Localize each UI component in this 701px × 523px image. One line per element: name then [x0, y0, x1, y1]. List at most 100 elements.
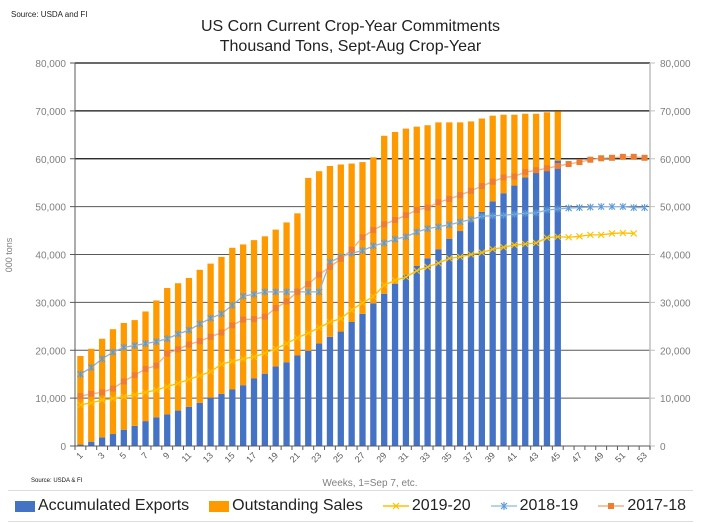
bar-accumulated-exports [261, 373, 269, 446]
bar-accumulated-exports [164, 414, 171, 446]
point-2017-18 [131, 372, 138, 379]
x-tick-label: 25 [331, 450, 345, 464]
x-tick-label: 27 [353, 450, 367, 464]
x-tick-label: 47 [570, 450, 584, 464]
point-2018-19 [380, 239, 388, 247]
point-2018-19 [413, 228, 421, 236]
point-2017-18 [630, 153, 637, 160]
bar-outstanding-sales [511, 114, 518, 186]
point-2018-19 [424, 225, 431, 233]
bar-outstanding-sales [240, 244, 247, 386]
point-2017-18 [598, 155, 605, 162]
legend-label: Accumulated Exports [37, 497, 190, 514]
point-2019-20 [576, 232, 583, 240]
bar-accumulated-exports [185, 406, 193, 446]
point-2019-20 [272, 345, 280, 353]
point-2018-19 [521, 209, 529, 217]
y2-tick-label: 20,000 [660, 346, 691, 357]
bar-outstanding-sales [543, 112, 551, 171]
point-2019-20 [510, 241, 518, 249]
point-2018-19 [250, 290, 258, 298]
point-2019-20 [120, 393, 128, 401]
y-tick-label: 0 [60, 442, 66, 453]
point-2019-20 [543, 234, 551, 242]
point-2019-20 [500, 243, 507, 251]
point-2018-19 [304, 288, 312, 296]
point-2019-20 [196, 372, 204, 380]
point-2019-20 [424, 263, 431, 271]
point-2019-20 [359, 299, 366, 307]
point-2019-20 [185, 376, 193, 383]
point-2017-18 [207, 333, 214, 340]
bar-outstanding-sales [305, 177, 312, 351]
bar-outstanding-sales [391, 131, 399, 284]
y2-tick-label: 40,000 [660, 251, 691, 262]
bar-outstanding-sales [456, 122, 464, 232]
y-tick-label: 60,000 [35, 155, 66, 166]
bar-accumulated-exports [131, 425, 138, 446]
bar-outstanding-sales [532, 113, 540, 173]
bar-outstanding-sales [326, 165, 334, 337]
point-2018-19 [554, 205, 562, 213]
bar-accumulated-exports [359, 313, 366, 446]
bar-accumulated-exports [283, 362, 290, 446]
bar-outstanding-sales [98, 338, 106, 438]
x-tick-label: 29 [374, 450, 388, 464]
point-2018-19 [597, 203, 605, 211]
point-2018-19 [261, 288, 269, 296]
point-2018-19 [163, 335, 171, 343]
x-tick-label: 23 [309, 450, 323, 464]
point-2017-18 [251, 316, 258, 323]
y-tick-label: 20,000 [35, 346, 66, 357]
point-2018-19 [228, 301, 236, 309]
point-2018-19 [467, 216, 475, 224]
point-2017-18 [467, 187, 474, 194]
point-2017-18 [272, 305, 279, 312]
bar-accumulated-exports [446, 238, 453, 446]
point-2017-18 [337, 255, 344, 262]
point-2017-18 [88, 390, 95, 397]
point-2019-20 [456, 253, 464, 261]
point-2019-20 [207, 368, 215, 376]
point-2017-18 [153, 362, 160, 369]
point-2019-20 [228, 357, 236, 365]
bar-outstanding-sales [381, 135, 388, 294]
x-axis-label: Weeks, 1=Sep 7, etc. [322, 478, 418, 489]
point-2018-19 [532, 209, 540, 217]
bar-outstanding-sales [500, 114, 507, 194]
bar-accumulated-exports [240, 385, 247, 446]
point-2017-18 [522, 169, 529, 176]
point-2017-18 [533, 167, 540, 174]
bar-accumulated-exports [142, 421, 149, 446]
point-2018-19 [402, 233, 410, 241]
point-2018-19 [619, 203, 627, 211]
bar-outstanding-sales [109, 329, 117, 435]
point-2017-18 [457, 192, 464, 199]
legend-swatch-2018-19 [490, 502, 517, 510]
y2-tick-label: 30,000 [660, 298, 691, 309]
point-2018-19 [174, 330, 182, 338]
point-2018-19 [641, 204, 648, 212]
point-2017-18 [120, 378, 127, 385]
bar-outstanding-sales [337, 164, 344, 332]
point-2019-20 [239, 355, 247, 363]
point-2018-19 [510, 210, 518, 218]
bar-accumulated-exports [478, 211, 485, 446]
chart-subtitle: Thousand Tons, Sept-Aug Crop-Year [219, 38, 482, 55]
bar-accumulated-exports [120, 429, 127, 446]
x-tick-label: 39 [483, 450, 497, 464]
point-2017-18 [619, 153, 626, 160]
point-2017-18 [370, 227, 377, 234]
point-2018-19 [77, 370, 84, 378]
bar-accumulated-exports [174, 410, 182, 446]
point-2017-18 [305, 281, 312, 288]
x-tick-label: 9 [161, 450, 172, 461]
x-tick-label: 19 [266, 450, 280, 464]
x-tick-label: 53 [635, 450, 649, 464]
point-2019-20 [597, 231, 605, 239]
legend-swatch-2019-20 [382, 502, 409, 510]
point-2017-18 [196, 338, 203, 345]
point-2017-18 [283, 298, 290, 305]
point-2017-18 [565, 161, 572, 168]
point-2018-19 [445, 221, 453, 229]
